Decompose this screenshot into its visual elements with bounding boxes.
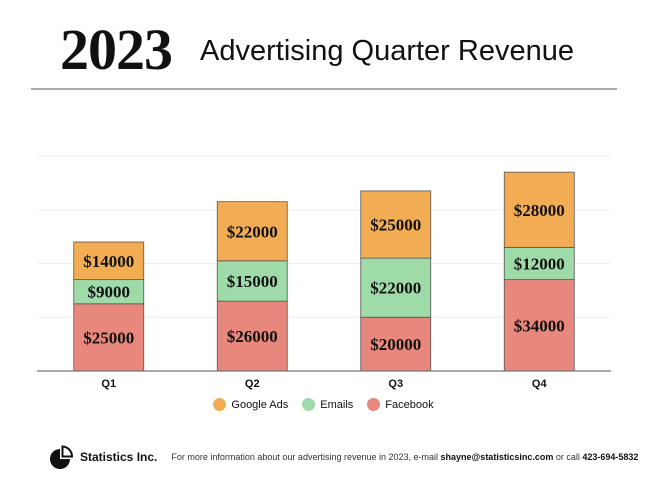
data-label: $25000: [370, 216, 421, 235]
legend-label: Facebook: [385, 398, 434, 411]
bar-segment-emails: [360, 257, 432, 318]
data-label: $22000: [227, 222, 278, 241]
footer: Statistics Inc. For more information abo…: [48, 444, 638, 470]
footer-email[interactable]: shayne@statisticsinc.com: [440, 452, 554, 462]
data-label: $15000: [227, 272, 278, 291]
legend-label: Emails: [320, 398, 354, 411]
bar-segment-facebook: [503, 279, 575, 372]
bar-segment-facebook: [73, 303, 145, 372]
legend-item: Facebook: [367, 398, 434, 411]
legend-label: Google Ads: [231, 398, 289, 411]
bar-segment-emails: [73, 279, 145, 305]
data-label: $28000: [514, 201, 565, 220]
x-tick-label: Q4: [532, 378, 548, 390]
page-title: Advertising Quarter Revenue: [200, 35, 574, 67]
title-year: 2023: [60, 17, 173, 82]
data-label: $12000: [514, 255, 565, 274]
footer-text-middle: or call: [553, 452, 583, 462]
title-divider: [31, 88, 617, 90]
bar-segment-google-ads: [73, 241, 145, 281]
bar-segment-google-ads: [216, 201, 288, 262]
legend-item: Google Ads: [213, 398, 288, 411]
data-label: $20000: [370, 335, 421, 354]
legend: Google Ads Emails Facebook: [0, 398, 647, 411]
x-tick-label: Q1: [101, 378, 116, 390]
data-label: $25000: [83, 328, 134, 347]
footer-text: For more information about our advertisi…: [171, 452, 441, 462]
legend-swatch: [213, 398, 227, 411]
bar-segment-google-ads: [360, 190, 432, 259]
bar-segment-facebook: [216, 300, 288, 372]
bar-segment-facebook: [360, 316, 432, 372]
data-label: $22000: [370, 279, 421, 298]
pie-chart-logo-icon: [50, 445, 74, 469]
data-label: $9000: [88, 283, 131, 302]
legend-swatch: [302, 398, 316, 411]
bar-segment-google-ads: [503, 171, 575, 248]
data-label: $34000: [514, 316, 565, 335]
footer-phone[interactable]: 423-694-5832: [582, 452, 639, 462]
data-label: $26000: [227, 327, 278, 346]
stacked-bar-chart: $25000 $9000 $14000 Q1 $26000 $15000 $22000 Q2 $…: [37, 155, 611, 390]
legend-item: Emails: [302, 398, 353, 411]
data-label: $14000: [83, 252, 134, 271]
legend-swatch: [367, 398, 381, 411]
x-tick-label: Q2: [245, 378, 260, 390]
brand-name: Statistics Inc.: [80, 450, 158, 464]
x-tick-label: Q3: [388, 378, 403, 390]
bar-segment-emails: [216, 260, 288, 302]
